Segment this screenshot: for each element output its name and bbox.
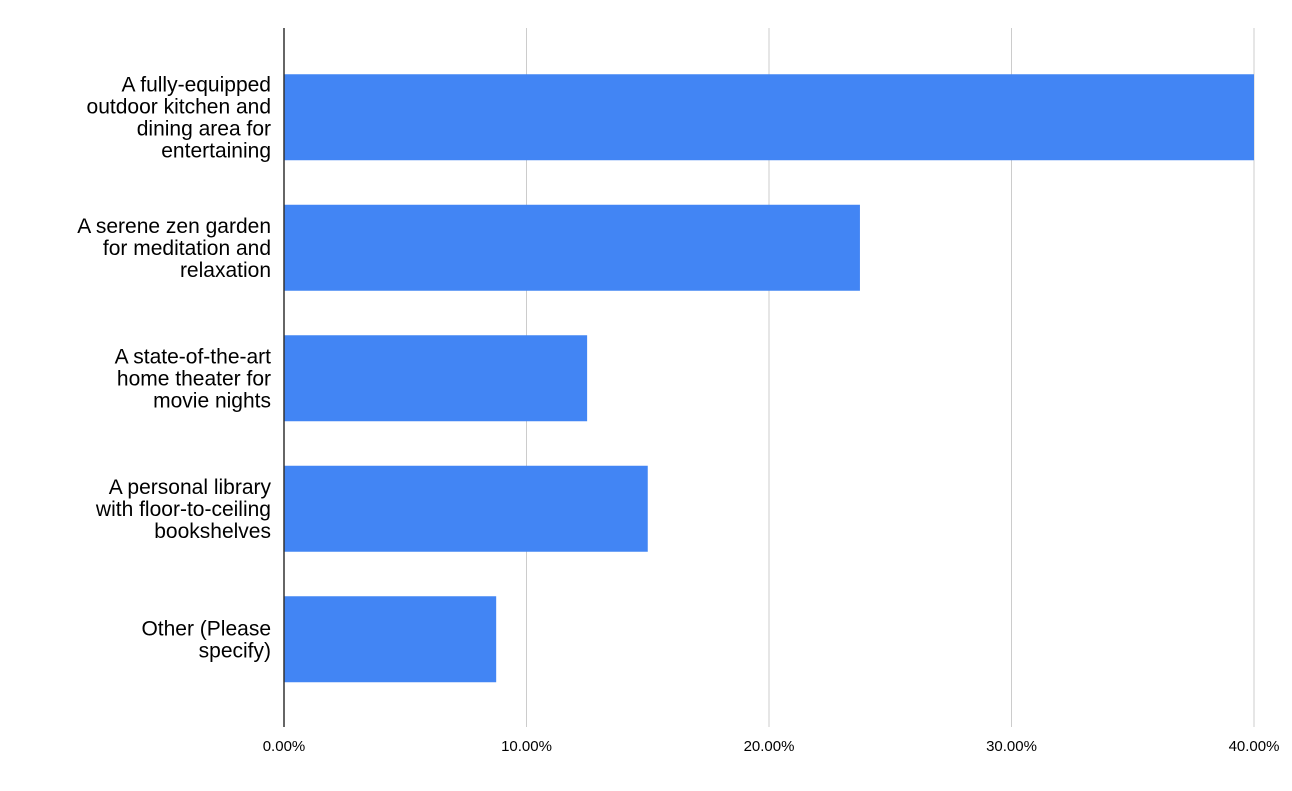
category-label-4: Other (Please specify) [141, 617, 271, 662]
bar-0 [284, 74, 1254, 161]
category-label-line: A personal library [109, 476, 272, 499]
category-label-line: outdoor kitchen and [87, 95, 271, 118]
category-label-line: dining area for [137, 117, 271, 140]
category-label-layer: A fully-equipped outdoor kitchen and dinin… [77, 73, 271, 662]
category-label-line: relaxation [180, 259, 271, 282]
bar-1 [284, 204, 860, 291]
category-label-line: specify) [199, 639, 271, 662]
category-label-line: bookshelves [154, 520, 271, 543]
category-label-2: A state-of-the-art home theater for movie … [115, 345, 272, 412]
x-tick-label-1: 10.00% [501, 738, 552, 755]
category-label-1: A serene zen garden for meditation and rel… [77, 215, 271, 282]
category-label-line: A serene zen garden [77, 215, 271, 238]
category-label-line: entertaining [161, 139, 271, 162]
category-label-line: home theater for [117, 367, 271, 390]
bar-4 [284, 596, 497, 683]
x-tick-label-3: 30.00% [986, 738, 1037, 755]
x-tick-label-2: 20.00% [744, 738, 795, 755]
tick-label-layer: 0.00% 10.00% 20.00% 30.00% 40.00% [263, 738, 1280, 755]
x-tick-label-4: 40.00% [1229, 738, 1280, 755]
bar-3 [284, 465, 648, 552]
category-label-line: A fully-equipped [122, 73, 271, 96]
x-tick-label-0: 0.00% [263, 738, 306, 755]
category-label-line: with floor-to-ceiling [95, 498, 271, 521]
bar-layer [284, 74, 1254, 683]
category-label-line: Other (Please [141, 617, 271, 640]
category-label-line: for meditation and [103, 237, 271, 260]
category-label-line: A state-of-the-art [115, 345, 272, 368]
category-label-3: A personal library with floor-to-ceiling b… [95, 476, 272, 543]
category-label-line: movie nights [153, 389, 271, 412]
bar-2 [284, 335, 588, 422]
category-label-0: A fully-equipped outdoor kitchen and dinin… [87, 73, 271, 162]
